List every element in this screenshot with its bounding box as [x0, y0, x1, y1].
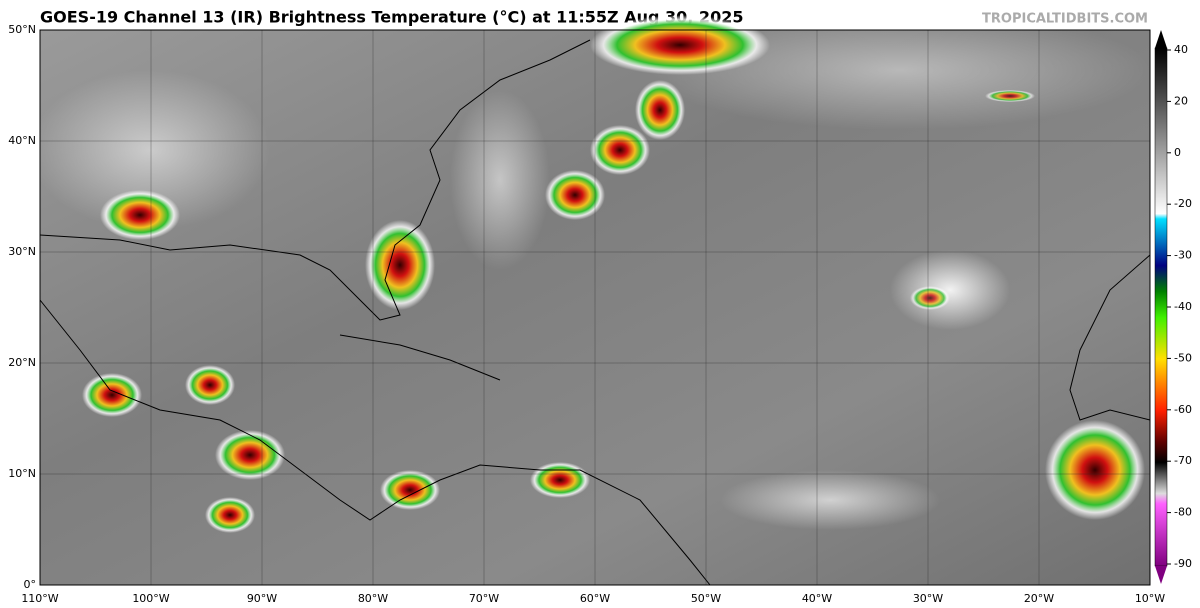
colorbar — [1154, 30, 1168, 584]
colorbar-tick-label: 40 — [1174, 43, 1188, 56]
colorbar-tick-label: -60 — [1174, 403, 1192, 416]
satellite-image — [30, 10, 1150, 585]
longitude-label: 70°W — [469, 592, 499, 605]
longitude-label: 60°W — [580, 592, 610, 605]
longitude-label: 10°W — [1135, 592, 1165, 605]
longitude-label: 100°W — [132, 592, 169, 605]
colorbar-tick-label: -80 — [1174, 506, 1192, 519]
latitude-label: 40°N — [8, 134, 36, 147]
longitude-label: 110°W — [21, 592, 58, 605]
longitude-label: 50°W — [691, 592, 721, 605]
title: GOES-19 Channel 13 (IR) Brightness Tempe… — [40, 8, 743, 27]
latitude-label: 10°N — [8, 467, 36, 480]
colorbar-tick-label: -40 — [1174, 300, 1192, 313]
map-frame — [39, 29, 1151, 586]
colorbar-tick-label: 20 — [1174, 94, 1188, 107]
latitude-label: 20°N — [8, 356, 36, 369]
colorbar-tick-label: -70 — [1174, 454, 1192, 467]
longitude-label: 20°W — [1024, 592, 1054, 605]
latitude-label: 50°N — [8, 23, 36, 36]
longitude-label: 30°W — [913, 592, 943, 605]
longitude-label: 40°W — [802, 592, 832, 605]
longitude-label: 90°W — [247, 592, 277, 605]
colorbar-tick-label: -20 — [1174, 197, 1192, 210]
longitude-label: 80°W — [358, 592, 388, 605]
colorbar-tick-label: -30 — [1174, 249, 1192, 262]
colorbar-tick-label: -50 — [1174, 351, 1192, 364]
latitude-label: 0° — [24, 578, 37, 591]
coastlines — [39, 39, 1151, 586]
colorbar-tick-label: -90 — [1174, 557, 1192, 570]
colorbar-tick-label: 0 — [1174, 146, 1181, 159]
graticule — [40, 30, 1150, 585]
latitude-label: 30°N — [8, 245, 36, 258]
